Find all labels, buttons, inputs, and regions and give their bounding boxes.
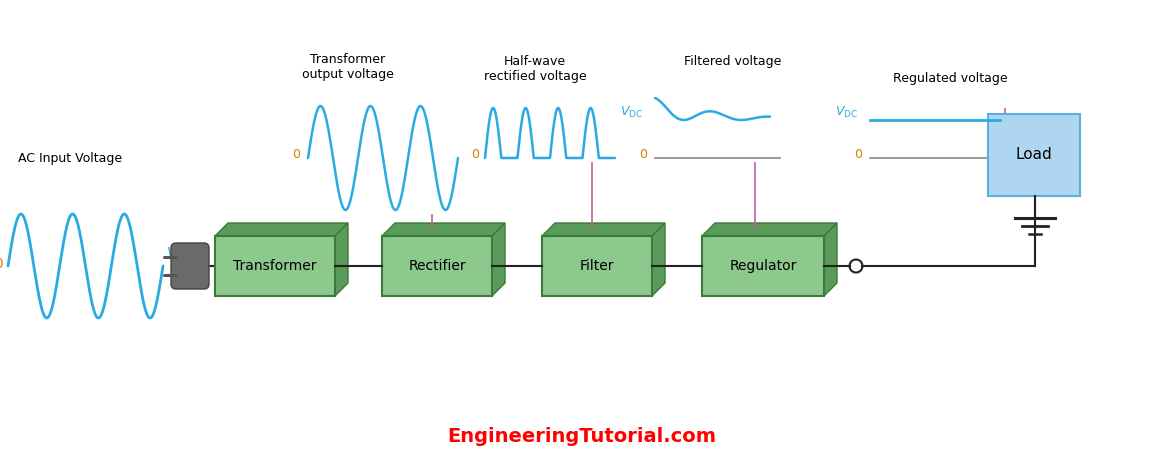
Text: Rectifier: Rectifier bbox=[409, 259, 466, 273]
Text: Transformer: Transformer bbox=[233, 259, 317, 273]
Polygon shape bbox=[492, 223, 505, 296]
Text: 0: 0 bbox=[292, 148, 300, 161]
Text: Half-wave
rectified voltage: Half-wave rectified voltage bbox=[484, 55, 587, 83]
Polygon shape bbox=[824, 223, 837, 296]
FancyBboxPatch shape bbox=[542, 236, 652, 296]
Text: Load: Load bbox=[1016, 147, 1052, 162]
Text: Filtered voltage: Filtered voltage bbox=[683, 55, 781, 68]
FancyBboxPatch shape bbox=[702, 236, 824, 296]
Text: Regulator: Regulator bbox=[730, 259, 796, 273]
FancyBboxPatch shape bbox=[988, 114, 1080, 196]
Text: 0: 0 bbox=[471, 148, 480, 161]
Text: 0: 0 bbox=[0, 257, 3, 271]
Text: Regulated voltage: Regulated voltage bbox=[893, 72, 1007, 85]
FancyBboxPatch shape bbox=[171, 243, 210, 289]
Text: $V_{\mathrm{DC}}$: $V_{\mathrm{DC}}$ bbox=[620, 104, 643, 119]
Text: 0: 0 bbox=[639, 148, 647, 161]
Text: Transformer
output voltage: Transformer output voltage bbox=[303, 53, 393, 81]
Polygon shape bbox=[542, 223, 665, 236]
Text: AC Input Voltage: AC Input Voltage bbox=[17, 152, 122, 165]
Text: $V_{ac}$: $V_{ac}$ bbox=[166, 246, 189, 262]
Text: $V_{\mathrm{DC}}$: $V_{\mathrm{DC}}$ bbox=[835, 104, 858, 119]
Polygon shape bbox=[702, 223, 837, 236]
Polygon shape bbox=[335, 223, 348, 296]
Text: Filter: Filter bbox=[580, 259, 615, 273]
Polygon shape bbox=[382, 223, 505, 236]
Text: 0: 0 bbox=[854, 148, 863, 161]
Polygon shape bbox=[652, 223, 665, 296]
Text: EngineeringTutorial.com: EngineeringTutorial.com bbox=[447, 426, 717, 446]
Polygon shape bbox=[215, 223, 348, 236]
FancyBboxPatch shape bbox=[215, 236, 335, 296]
FancyBboxPatch shape bbox=[382, 236, 492, 296]
